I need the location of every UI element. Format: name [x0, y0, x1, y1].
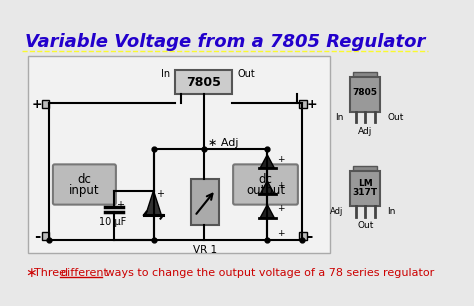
Bar [350, 171, 380, 206]
Text: Out: Out [237, 69, 255, 79]
Bar [42, 232, 49, 240]
Text: +: + [277, 204, 284, 214]
Bar [175, 70, 232, 94]
Text: Adj: Adj [330, 207, 343, 216]
Bar [353, 166, 377, 171]
Text: ways to change the output voltage of a 78 series regulator: ways to change the output voltage of a 7… [102, 268, 434, 278]
Text: Adj: Adj [358, 127, 373, 136]
Polygon shape [260, 205, 274, 218]
Polygon shape [146, 191, 161, 215]
Text: 7805: 7805 [186, 76, 221, 89]
Text: +: + [277, 181, 284, 190]
Text: 7805: 7805 [353, 88, 378, 97]
Text: 317T: 317T [353, 188, 378, 197]
FancyBboxPatch shape [53, 164, 116, 205]
Text: Three: Three [34, 268, 69, 278]
Text: -: - [34, 229, 40, 244]
Polygon shape [260, 181, 274, 194]
Bar [191, 179, 219, 225]
Text: Variable Voltage from a 7805 Regulator: Variable Voltage from a 7805 Regulator [25, 33, 426, 51]
Text: 10 µF: 10 µF [99, 217, 126, 227]
Bar [353, 72, 377, 77]
Text: ∗: ∗ [25, 266, 36, 280]
Text: output: output [246, 184, 285, 197]
Text: LM: LM [358, 179, 373, 188]
Text: +: + [277, 229, 284, 238]
Text: ∗ Adj: ∗ Adj [208, 138, 239, 148]
Text: dc: dc [77, 173, 91, 186]
Text: +: + [277, 155, 284, 164]
Text: +: + [307, 98, 317, 110]
Text: In: In [387, 207, 395, 216]
Text: dc: dc [258, 173, 273, 186]
Bar [299, 100, 307, 107]
Text: -: - [307, 229, 313, 244]
Text: In: In [161, 69, 170, 79]
Bar [42, 100, 49, 107]
Text: VR 1: VR 1 [193, 245, 217, 255]
Text: +: + [116, 200, 124, 211]
FancyBboxPatch shape [233, 164, 298, 205]
Polygon shape [260, 155, 274, 168]
Text: +: + [156, 189, 164, 199]
Bar [28, 56, 330, 253]
Text: Out: Out [357, 221, 374, 230]
Bar [350, 77, 380, 112]
Bar [299, 232, 307, 240]
Text: In: In [335, 113, 343, 121]
Text: +: + [32, 98, 43, 110]
Text: different: different [60, 268, 108, 278]
Text: input: input [69, 184, 100, 197]
Text: Out: Out [387, 113, 403, 121]
